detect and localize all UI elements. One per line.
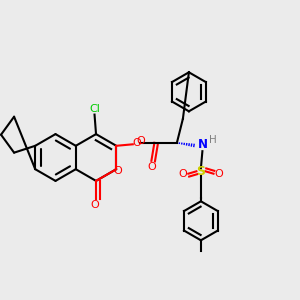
Text: N: N bbox=[197, 138, 207, 151]
Text: O: O bbox=[132, 138, 141, 148]
Text: O: O bbox=[214, 169, 223, 179]
Text: O: O bbox=[113, 166, 122, 176]
Text: O: O bbox=[137, 136, 146, 146]
Text: S: S bbox=[196, 165, 206, 178]
Text: O: O bbox=[147, 162, 156, 172]
Text: O: O bbox=[178, 169, 187, 179]
Text: Cl: Cl bbox=[89, 103, 100, 114]
Text: O: O bbox=[90, 200, 99, 211]
Text: H: H bbox=[209, 135, 217, 145]
